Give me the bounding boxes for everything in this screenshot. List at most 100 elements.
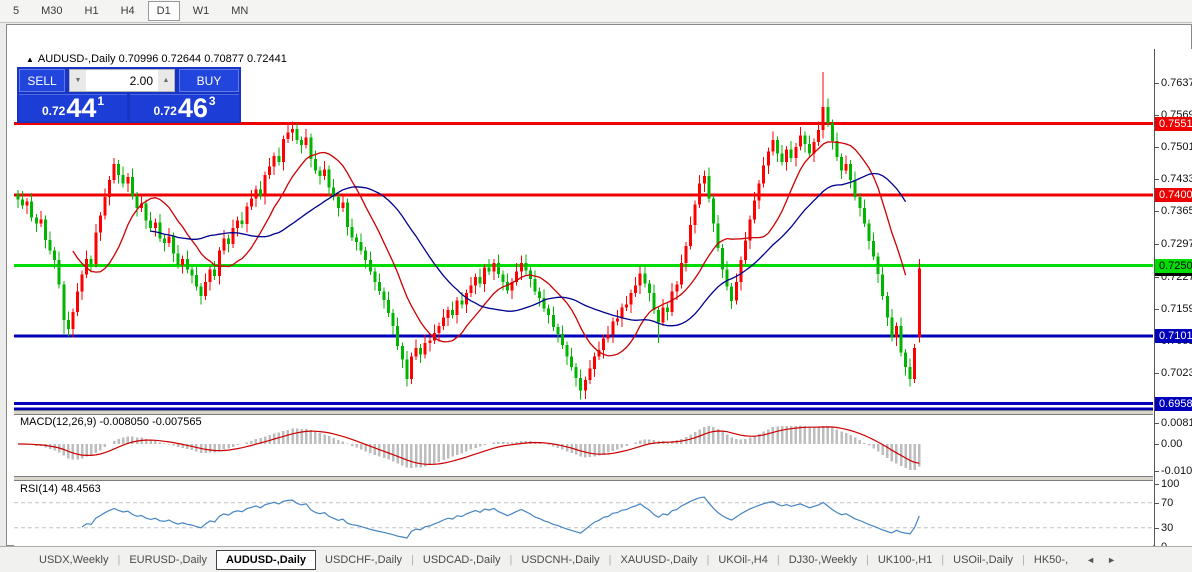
- candle-body: [808, 143, 811, 154]
- rsi-indicator-label: RSI(14) 48.4563: [20, 483, 101, 495]
- candle-body: [455, 300, 459, 315]
- volume-input[interactable]: 2.00: [86, 69, 158, 92]
- candle-body: [25, 201, 29, 206]
- rsi-axis-label: 30: [1161, 522, 1174, 534]
- tab-hk50-[interactable]: HK50-,: [1033, 554, 1069, 566]
- tab-usdchf-daily[interactable]: USDCHF-,Daily: [325, 554, 403, 566]
- volume-increase-button[interactable]: ▲: [158, 69, 175, 92]
- tab-uk100-h1[interactable]: UK100-,H1: [877, 554, 933, 566]
- tab-ukoil-h4[interactable]: UKOil-,H4: [718, 554, 768, 566]
- price-axis[interactable]: 0.763700.756900.750100.743300.736500.729…: [1154, 49, 1192, 570]
- candle-body: [840, 157, 843, 171]
- candle-body: [167, 236, 171, 244]
- sell-button[interactable]: SELL: [19, 69, 65, 92]
- candle-body: [254, 189, 258, 199]
- axis-tick-mark: [1155, 211, 1159, 212]
- candle-body: [355, 237, 359, 243]
- macd-indicator-label: MACD(12,26,9) -0.008050 -0.007565: [20, 416, 202, 428]
- tab-xauusd-daily[interactable]: XAUUSD-,Daily: [620, 554, 698, 566]
- tab-usdcnh-daily[interactable]: USDCNH-,Daily: [521, 554, 600, 566]
- candle-body: [830, 123, 834, 141]
- candle-body: [295, 128, 299, 141]
- tab-scroll-left-icon[interactable]: ◄: [1086, 555, 1096, 565]
- timeframe-button-h1[interactable]: H1: [84, 5, 99, 17]
- candle-body: [281, 139, 285, 162]
- bid-price-prefix: 0.72: [41, 104, 66, 118]
- tab-usdx-weekly[interactable]: USDX,Weekly: [39, 554, 109, 566]
- candle-body: [588, 368, 592, 380]
- candle-body: [817, 129, 821, 143]
- level-price-badge: 0.75512: [1155, 117, 1192, 131]
- candle-body: [336, 196, 340, 209]
- candle-body: [323, 169, 326, 176]
- candle-body: [194, 275, 198, 287]
- candle-body: [249, 198, 253, 207]
- level-price-badge: 0.72504: [1155, 259, 1192, 273]
- candle-body: [460, 300, 464, 305]
- ask-price-display[interactable]: 0.72 46 3: [130, 94, 239, 122]
- pane-separator-macd[interactable]: [14, 410, 1153, 415]
- buy-button[interactable]: BUY: [179, 69, 239, 92]
- bid-price-big-digits: 44: [66, 93, 97, 123]
- volume-decrease-button[interactable]: ▼: [69, 69, 86, 92]
- candle-body: [213, 269, 217, 277]
- candle-body: [734, 281, 738, 301]
- candle-body: [625, 304, 628, 308]
- axis-tick-mark: [1155, 471, 1159, 472]
- tab-eurusd-daily[interactable]: EURUSD-,Daily: [129, 554, 207, 566]
- tab-separator: |: [706, 554, 710, 566]
- candle-body: [103, 196, 107, 216]
- candlestick-chart[interactable]: [14, 50, 1153, 411]
- rsi-indicator-chart[interactable]: [14, 480, 1153, 546]
- macd-axis-label: 0.00811: [1161, 417, 1192, 429]
- tab-usoil-daily[interactable]: USOil-,Daily: [953, 554, 1014, 566]
- timeframe-button-5[interactable]: 5: [13, 5, 20, 17]
- candle-body: [478, 277, 482, 284]
- candle-body: [913, 348, 917, 380]
- candle-body: [62, 284, 66, 321]
- tab-audusd-daily[interactable]: AUDUSD-,Daily: [215, 550, 317, 570]
- spin-up-icon: ▲: [162, 77, 170, 84]
- candle-body: [153, 222, 157, 228]
- timeframe-button-mn[interactable]: MN: [231, 5, 249, 17]
- tab-separator: |: [509, 554, 513, 566]
- candle-body: [117, 163, 121, 176]
- candle-body: [162, 238, 166, 244]
- candle-body: [208, 269, 212, 282]
- candle-body: [894, 326, 898, 338]
- chart-plot-area[interactable]: 12 Aug 202131 Aug 202119 Sep 20217 Oct 2…: [14, 49, 1153, 570]
- candle-body: [423, 343, 427, 355]
- candle-body: [885, 296, 889, 318]
- candle-body: [39, 219, 43, 224]
- timeframe-button-d1[interactable]: D1: [147, 1, 180, 21]
- candle-body: [428, 340, 432, 344]
- timeframe-button-m30[interactable]: M30: [41, 5, 63, 17]
- bid-price-display[interactable]: 0.72 44 1: [19, 93, 127, 123]
- candle-body: [405, 359, 409, 380]
- candle-body: [501, 274, 505, 282]
- candle-body: [652, 293, 656, 311]
- collapse-arrow-icon[interactable]: ▲: [26, 55, 34, 64]
- candle-body: [789, 149, 793, 159]
- candle-body: [519, 262, 523, 272]
- axis-tick-mark: [1155, 309, 1159, 310]
- candle-body: [602, 338, 606, 350]
- timeframe-button-w1[interactable]: W1: [192, 5, 210, 17]
- candle-body: [112, 163, 116, 180]
- tab-dj30-weekly[interactable]: DJ30-,Weekly: [788, 554, 857, 566]
- candle-body: [716, 223, 720, 248]
- candle-body: [44, 219, 47, 240]
- ask-price-prefix: 0.72: [153, 104, 177, 118]
- tab-usdcad-daily[interactable]: USDCAD-,Daily: [422, 554, 501, 566]
- candle-body: [538, 291, 542, 298]
- pane-separator-rsi[interactable]: [14, 476, 1153, 481]
- candle-body: [442, 317, 445, 327]
- timeframe-button-h4[interactable]: H4: [120, 5, 135, 17]
- macd-indicator-chart[interactable]: [14, 414, 1153, 477]
- candle-body: [313, 159, 317, 171]
- tab-scroll-right-icon[interactable]: ►: [1107, 555, 1116, 565]
- candle-body: [227, 238, 230, 245]
- axis-tick-mark: [1155, 115, 1159, 116]
